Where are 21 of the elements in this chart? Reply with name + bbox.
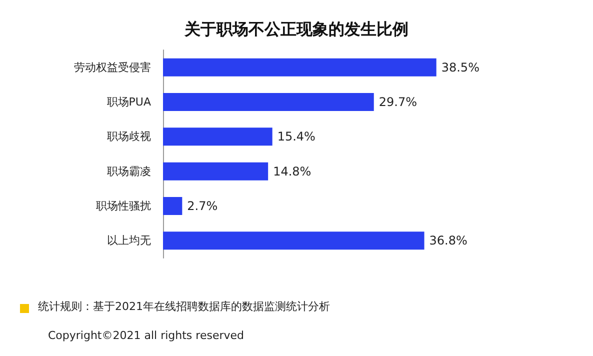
text: Copyright©2021 all rights reserved [48, 329, 244, 342]
y-tick-label: 职场霸凌 [107, 164, 151, 178]
data-label: 36.8% [429, 234, 468, 248]
bar [163, 93, 374, 111]
bar [163, 232, 424, 250]
data-label: 15.4% [277, 130, 316, 144]
y-tick-label: 职场歧视 [107, 130, 151, 144]
y-tick-label: 职场PUA [106, 96, 152, 108]
data-label: 29.7% [378, 95, 417, 109]
bar [163, 128, 272, 146]
bar [163, 162, 268, 180]
y-tick-label: 职场性骚扰 [96, 200, 151, 212]
y-tick-label: 劳动权益受侵害 [74, 60, 151, 74]
bar [163, 197, 182, 215]
text: 统计规则：基于2021年在线招聘数据库的数据监测统计分析 [38, 300, 330, 313]
bar [163, 58, 436, 76]
data-label: 2.7% [187, 199, 218, 213]
data-label: 38.5% [441, 60, 480, 74]
data-label: 14.8% [273, 164, 312, 178]
y-tick-label: 以上均无 [107, 234, 151, 248]
chart-title: 关于职场不公正现象的发生比例 [184, 20, 408, 38]
